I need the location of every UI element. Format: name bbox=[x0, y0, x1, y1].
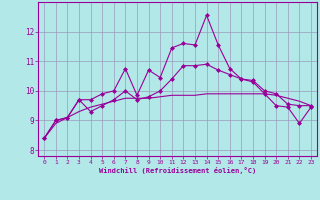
X-axis label: Windchill (Refroidissement éolien,°C): Windchill (Refroidissement éolien,°C) bbox=[99, 167, 256, 174]
